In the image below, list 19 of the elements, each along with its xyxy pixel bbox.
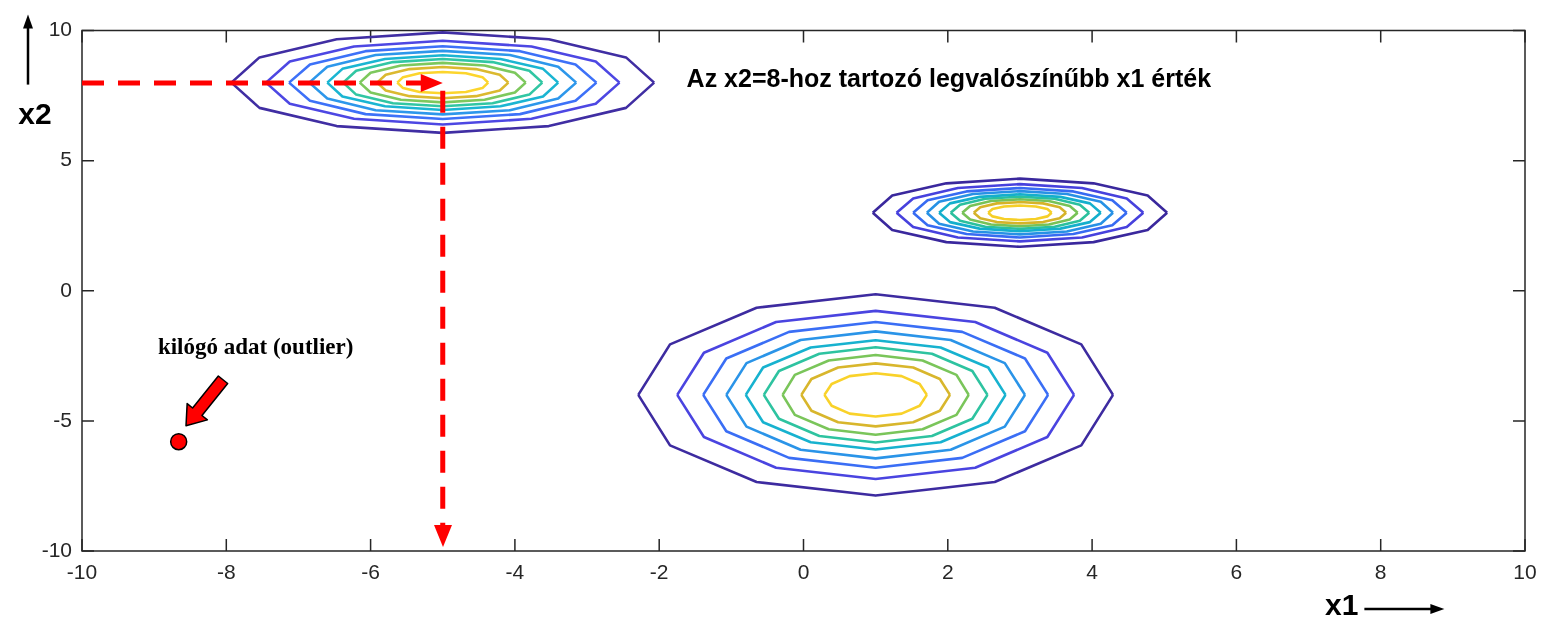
annotation: Az x2=8-hoz tartozó legvalószínűbb x1 érték <box>686 63 1212 92</box>
x-tick-label: -6 <box>361 560 380 584</box>
x-tick-label: 10 <box>1513 560 1537 584</box>
x-tick-label: -2 <box>649 560 669 584</box>
y-tick-label: 10 <box>48 17 72 41</box>
y-axis-title: x2 <box>18 96 52 130</box>
x-tick-label: 4 <box>1086 560 1099 584</box>
y-tick-label: 5 <box>60 147 72 171</box>
x-tick-label: -8 <box>216 560 236 584</box>
annotation: kilógó adat (outlier) <box>157 333 354 359</box>
y-tick-label: -5 <box>53 407 72 431</box>
x-tick-label: 2 <box>941 560 954 584</box>
y-tick-label: -10 <box>41 537 72 561</box>
x-tick-label: 8 <box>1374 560 1387 584</box>
x-axis-title: x1 <box>1325 588 1359 622</box>
x-tick-label: 6 <box>1230 560 1243 584</box>
y-tick-label: 0 <box>60 277 72 301</box>
x-tick-label: -4 <box>505 560 525 584</box>
x-tick-label: 0 <box>797 560 810 584</box>
